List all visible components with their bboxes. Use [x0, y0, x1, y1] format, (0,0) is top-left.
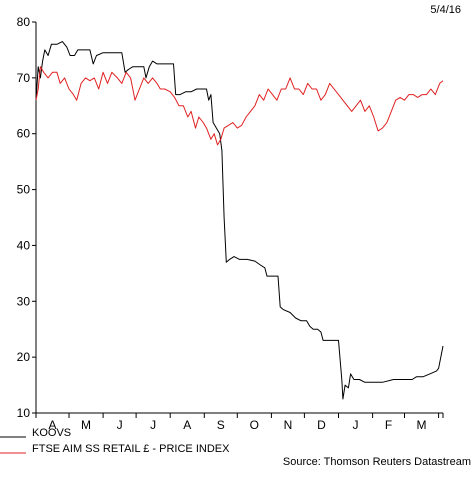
series-line-1: [35, 66, 444, 146]
y-tick-label: 30: [17, 294, 31, 308]
y-tick-label: 80: [17, 15, 31, 29]
y-tick-label: 10: [17, 406, 31, 420]
legend-label: FTSE AIM SS RETAIL £ - PRICE INDEX: [32, 443, 230, 455]
chart-date-label: 5/4/16: [430, 4, 461, 16]
x-tick-label: J: [150, 418, 156, 432]
y-tick-label: 20: [17, 350, 31, 364]
x-tick-label: D: [317, 418, 326, 432]
legend-label: KOOVS: [32, 427, 71, 439]
source-label: Source: Thomson Reuters Datastream: [282, 456, 471, 468]
x-tick-label: J: [353, 418, 359, 432]
legend: KOOVS FTSE AIM SS RETAIL £ - PRICE INDEX: [0, 427, 230, 455]
x-tick-label: M: [417, 418, 427, 432]
series-line-0: [35, 41, 444, 400]
x-tick-label: N: [284, 418, 293, 432]
x-tick-label: S: [217, 418, 225, 432]
y-tick-label: 70: [17, 71, 31, 85]
x-tick-label: J: [117, 418, 123, 432]
y-tick-label: 50: [17, 183, 31, 197]
x-tick-label: O: [250, 418, 259, 432]
x-tick-label: A: [183, 418, 191, 432]
x-tick-label: A: [48, 418, 56, 432]
y-tick-label: 60: [17, 127, 31, 141]
series-layer: [35, 41, 444, 400]
plot-area: [35, 22, 443, 414]
x-tick-label: M: [81, 418, 91, 432]
y-axis: 10 20 30 40 50 60 70 80: [17, 15, 36, 420]
y-tick-label: 40: [17, 238, 31, 252]
x-tick-label: F: [385, 418, 392, 432]
